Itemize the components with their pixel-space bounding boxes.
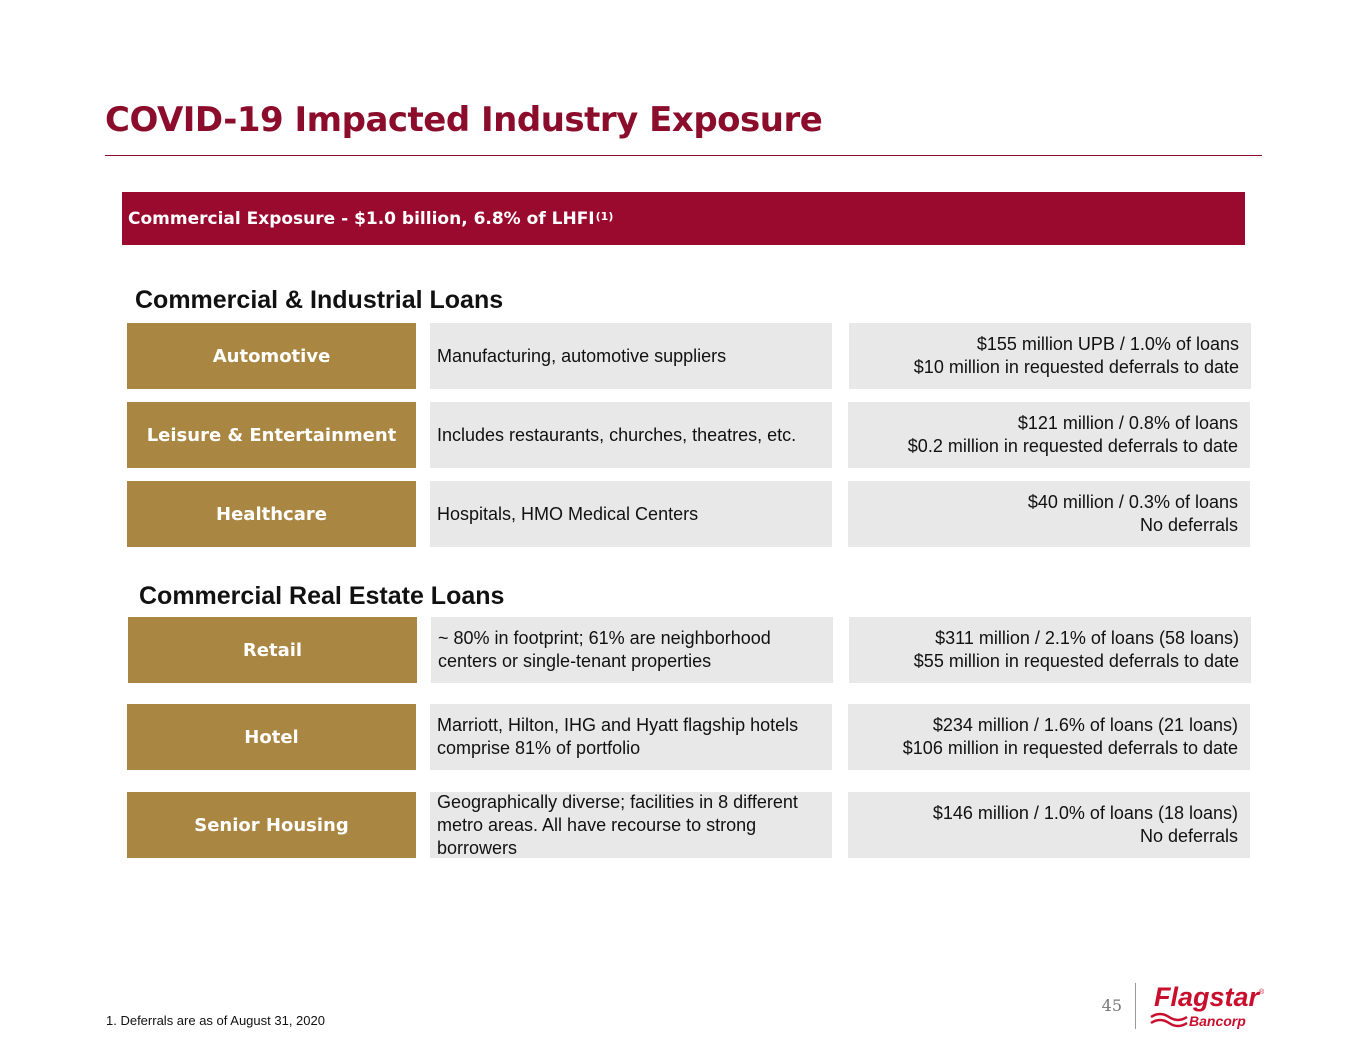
stat-line-2: No deferrals: [1139, 826, 1238, 846]
category-hotel: Hotel: [127, 704, 416, 770]
stat-line-1: $146 million / 1.0% of loans (18 loans): [932, 803, 1238, 823]
stat-hotel: $234 million / 1.6% of loans (21 loans) …: [848, 704, 1250, 770]
page-title: COVID-19 Impacted Industry Exposure: [105, 100, 823, 140]
category-automotive: Automotive: [127, 323, 416, 389]
stat-leisure-entertainment: $121 million / 0.8% of loans $0.2 millio…: [848, 402, 1250, 468]
description-senior-housing: Geographically diverse; facilities in 8 …: [430, 792, 832, 858]
footnote: 1. Deferrals are as of August 31, 2020: [106, 1013, 325, 1028]
category-senior-housing: Senior Housing: [127, 792, 416, 858]
ci-section-heading: Commercial & Industrial Loans: [135, 286, 504, 314]
description-hotel: Marriott, Hilton, IHG and Hyatt flagship…: [430, 704, 832, 770]
exposure-banner: Commercial Exposure - $1.0 billion, 6.8%…: [122, 192, 1245, 245]
logo-registered-mark: ®: [1259, 988, 1265, 996]
logo-subtitle: Bancorp: [1189, 1013, 1246, 1029]
stat-line-2: $0.2 million in requested deferrals to d…: [907, 436, 1238, 456]
category-healthcare: Healthcare: [127, 481, 416, 547]
stat-retail: $311 million / 2.1% of loans (58 loans) …: [849, 617, 1251, 683]
description-automotive: Manufacturing, automotive suppliers: [430, 323, 832, 389]
logo-wave-icon: [1150, 1018, 1188, 1028]
description-retail: ~ 80% in footprint; 61% are neighborhood…: [431, 617, 833, 683]
banner-text: Commercial Exposure - $1.0 billion, 6.8%…: [128, 208, 595, 229]
footer-divider: [1135, 983, 1136, 1029]
stat-automotive: $155 million UPB / 1.0% of loans $10 mil…: [849, 323, 1251, 389]
description-healthcare: Hospitals, HMO Medical Centers: [430, 481, 832, 547]
stat-line-2: $10 million in requested deferrals to da…: [913, 357, 1239, 377]
stat-line-1: $121 million / 0.8% of loans: [1017, 413, 1238, 433]
logo-wordmark: Flagstar: [1154, 982, 1261, 1012]
category-retail: Retail: [128, 617, 417, 683]
banner-footnote-ref: (1): [595, 210, 614, 223]
stat-line-1: $234 million / 1.6% of loans (21 loans): [932, 715, 1238, 735]
stat-line-2: No deferrals: [1139, 515, 1238, 535]
description-leisure-entertainment: Includes restaurants, churches, theatres…: [430, 402, 832, 468]
stat-line-2: $106 million in requested deferrals to d…: [902, 738, 1238, 758]
stat-line-2: $55 million in requested deferrals to da…: [913, 651, 1239, 671]
logo-wave-icon: [1150, 1012, 1188, 1022]
stat-line-1: $155 million UPB / 1.0% of loans: [976, 334, 1239, 354]
stat-line-1: $40 million / 0.3% of loans: [1027, 492, 1238, 512]
category-leisure-entertainment: Leisure & Entertainment: [127, 402, 416, 468]
page-number: 45: [1101, 996, 1122, 1015]
cre-section-heading: Commercial Real Estate Loans: [139, 582, 505, 610]
flagstar-logo: Flagstar ® Bancorp: [1150, 982, 1265, 1029]
title-divider: [105, 155, 1262, 156]
stat-healthcare: $40 million / 0.3% of loans No deferrals: [848, 481, 1250, 547]
stat-senior-housing: $146 million / 1.0% of loans (18 loans) …: [848, 792, 1250, 858]
stat-line-1: $311 million / 2.1% of loans (58 loans): [935, 628, 1239, 648]
